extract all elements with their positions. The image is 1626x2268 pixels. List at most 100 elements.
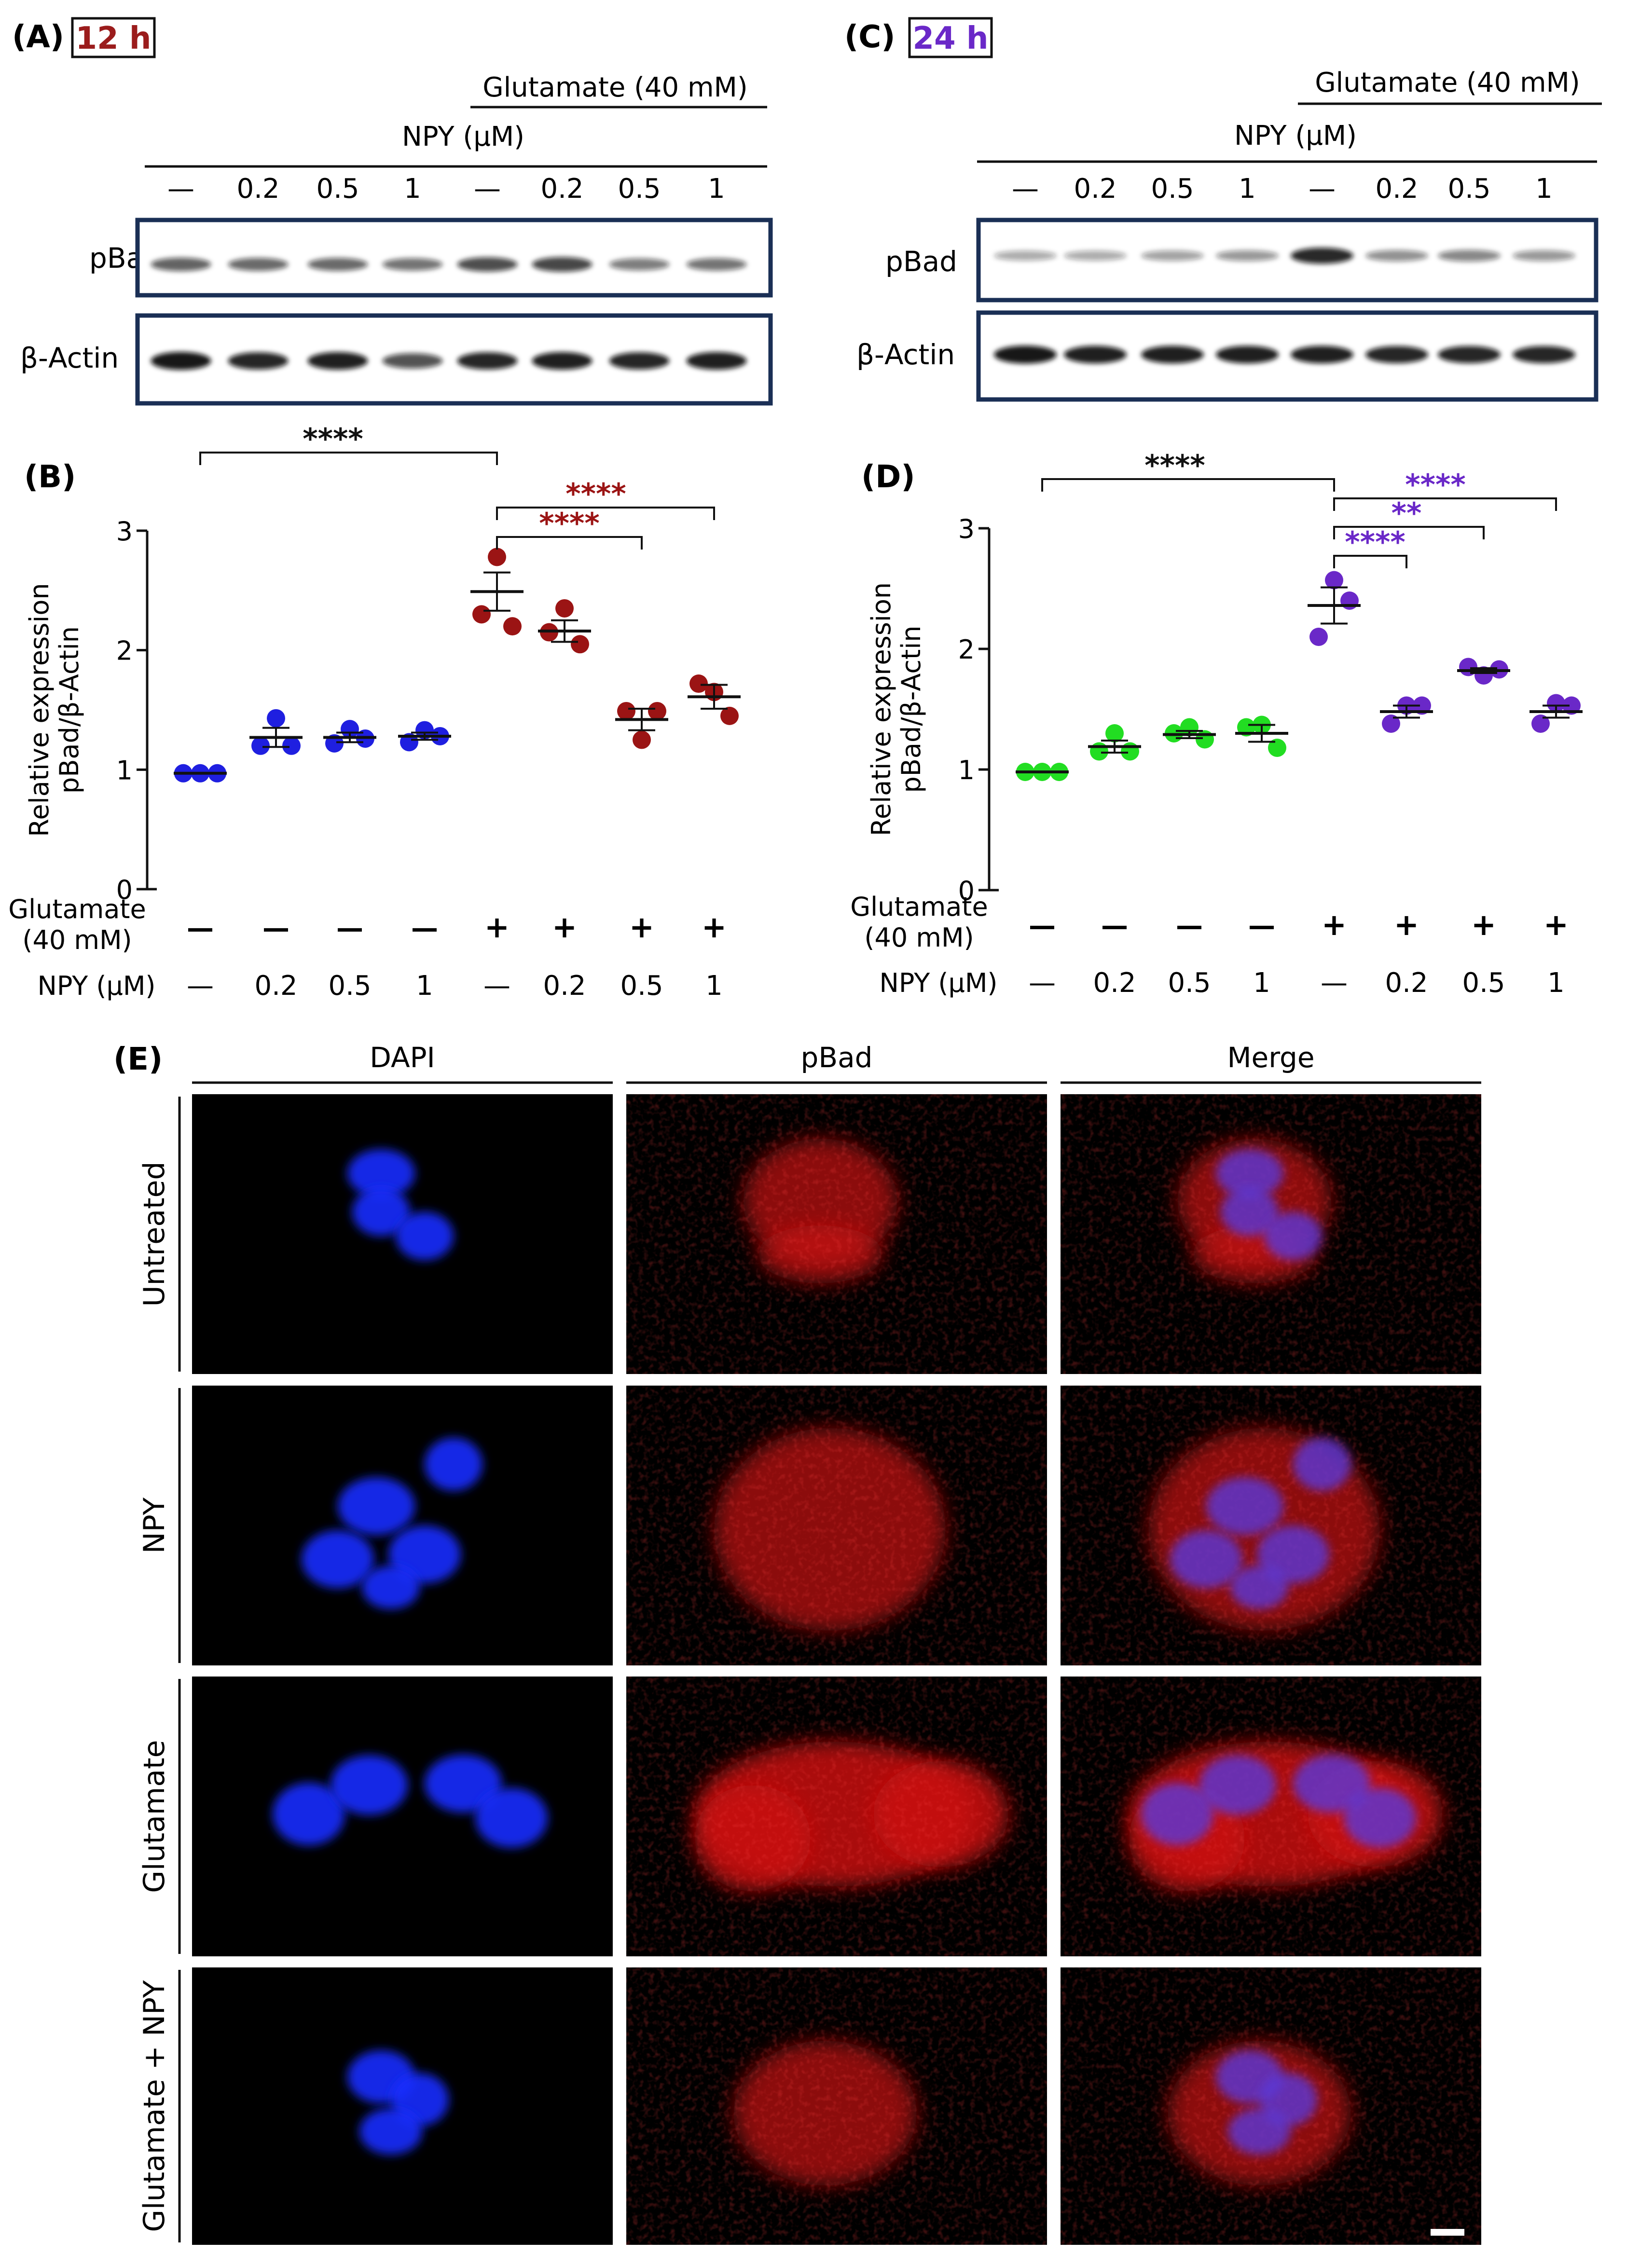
actin-band [151,352,211,370]
panel-c-npy-header: NPY (μM) [1234,120,1357,151]
data-point [571,635,589,654]
row1-value: — [336,913,363,944]
lane-label: 1 [404,173,421,205]
panel-c-time: 24 h [913,21,989,56]
panel-a-glutamate-header: Glutamate (40 mM) [482,72,747,103]
nucleus [1141,1783,1213,1845]
significance-bracket [1333,497,1557,511]
pbad-band [228,258,289,271]
y-tick-label: 3 [116,516,133,547]
data-point [648,701,666,720]
panel-c-actin-bands [994,345,1575,364]
panel-a-label: (A) [12,19,64,55]
row1-value: + [552,909,577,945]
actin-band [382,353,443,369]
significance-bracket [1041,478,1335,492]
y-tick-label: 3 [958,514,975,544]
row2-value: 0.2 [1385,967,1428,999]
row1-value: + [702,909,727,945]
row2-value: 1 [416,970,433,1002]
panel-c-pbad-bands [994,247,1575,264]
row1-value: + [1471,907,1496,942]
y-tick-label: 0 [958,876,975,906]
row2-value: — [1321,967,1348,999]
pbad-band [1365,250,1428,261]
row2-value: — [483,970,510,1002]
row-label-npy: NPY (μM) [37,971,155,1001]
y-axis-label-line2: pBad/β-Actin [54,626,84,794]
nucleus [1221,1188,1279,1236]
panel-a-npy-header: NPY (μM) [402,121,524,152]
y-axis-label-line1: Relative expression [866,582,896,836]
column-header: pBad [801,1041,873,1074]
actin-band [1438,346,1501,363]
actin-band [1141,345,1204,364]
lane-label: 0.2 [540,173,583,205]
pbad-band [1513,250,1575,261]
actin-band [1216,345,1279,364]
panel-c-glutamate-header: Glutamate (40 mM) [1315,67,1580,98]
lane-label: 0.2 [236,173,279,205]
panel-d-chart: (D) 0 1 2 3 Relative expression pBad/β-Actin *… [850,449,1583,999]
data-point [1325,571,1343,590]
panel-c-pbad-blot [976,218,1598,302]
panel-a-pbad-bands [151,257,747,272]
lane-label: 1 [708,173,725,205]
row2-value: 1 [1253,967,1270,999]
data-point [267,709,285,728]
lane-label: 0.5 [1151,173,1194,205]
data-point [1105,724,1124,742]
significance-bracket [1333,526,1485,539]
micrograph-dapi [192,1677,613,1956]
data-point [1121,742,1139,761]
y-tick-label: 1 [116,755,133,785]
row-label-npy: NPY (μM) [879,968,997,998]
pbad-band [1438,249,1501,262]
nucleus [1216,1149,1283,1197]
lane-label: 0.5 [1447,173,1490,205]
row2-value: 0.2 [543,970,586,1002]
y-tick-label: 0 [116,875,133,905]
pbad-band [1064,250,1127,261]
nucleus [1293,1438,1351,1491]
lane-label: — [1309,173,1336,205]
nucleus [347,1149,415,1197]
actin-band [228,352,289,370]
nucleus [359,2108,422,2155]
row2-value: 0.5 [1168,967,1211,999]
data-point [689,674,708,693]
significance-label: **** [303,422,363,456]
panel-c-row-pbad: pBad [885,245,957,278]
panel-d-label: (D) [861,459,915,495]
lane-label: 1 [1535,173,1553,205]
panel-c: (C) 24 h Glutamate (40 mM) NPY (μM) — 0.2… [844,17,1602,402]
pbad-band [1216,250,1279,261]
actin-band [1365,346,1428,363]
row-label-glutamate: Glutamate [8,894,146,924]
significance-label: **** [565,477,626,511]
row2-value: — [187,970,214,1002]
row1-value: + [1322,907,1347,942]
nucleus [475,1788,548,1848]
pbad-band [307,258,368,271]
row-label: Glutamate + NPY [138,1980,171,2232]
pbad-speckle [626,1094,1047,1374]
data-point [1090,742,1108,761]
panel-e-label: (E) [113,1042,163,1077]
panel-a-lane-labels: — 0.2 0.5 1 — 0.2 0.5 1 [167,173,725,205]
nucleus [1264,1212,1322,1260]
pbad-band [686,258,747,271]
actin-band [686,352,747,370]
y-tick-label: 1 [958,755,975,785]
panel-c-row-actin: β-Actin [856,338,955,371]
row1-value: + [484,909,510,945]
significance-label: ** [1392,496,1422,530]
significance-bracket [496,536,643,550]
lane-label: — [167,173,194,205]
nucleus [1199,1755,1276,1815]
row1-value: — [1248,910,1275,942]
actin-band [609,352,670,370]
y-axis-label-line2: pBad/β-Actin [896,626,926,793]
row2-value: 0.2 [254,970,297,1002]
